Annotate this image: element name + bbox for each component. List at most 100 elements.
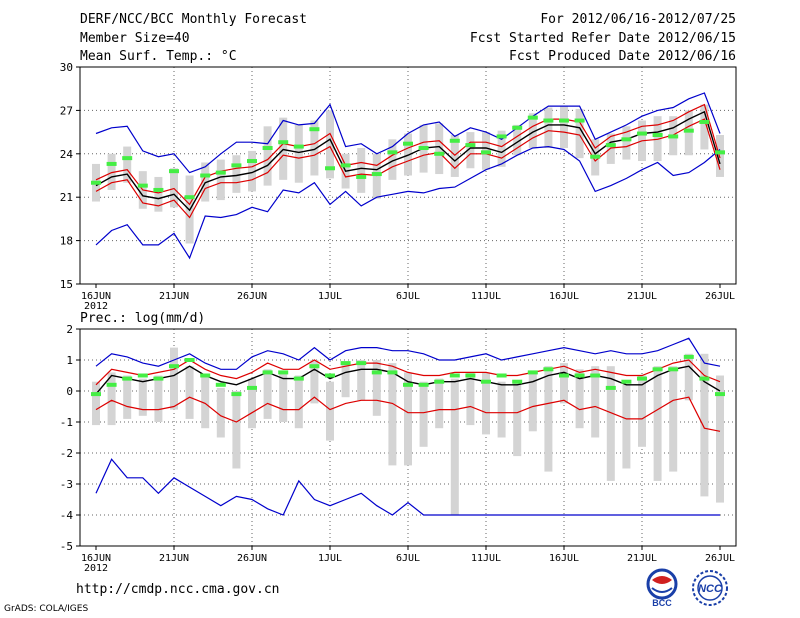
prec-ensemble-box xyxy=(544,366,553,472)
temp-xtick-label: 26JUN xyxy=(237,291,267,302)
prec-observed-mark xyxy=(91,392,101,397)
temp-observed-mark xyxy=(683,128,694,133)
temp-observed-mark xyxy=(527,115,538,120)
prec-observed-mark xyxy=(543,367,554,372)
temp-observed-mark xyxy=(184,195,195,200)
prec-xtick-label: 11JUL xyxy=(471,553,501,564)
prec-xtick-label: 1JUL xyxy=(318,553,342,564)
prec-xtick-label: 26JUN xyxy=(237,553,267,564)
prec-observed-mark xyxy=(715,392,725,397)
temp-ytick-label: 21 xyxy=(60,191,73,204)
prec-observed-mark xyxy=(434,379,445,384)
prec-ensemble-box xyxy=(716,375,724,503)
prec-mean-line xyxy=(95,365,721,395)
prec-observed-mark xyxy=(106,382,117,387)
temp-observed-mark xyxy=(512,125,523,130)
prec-ytick-label: 2 xyxy=(66,323,73,336)
temp-ensemble-box xyxy=(279,117,288,180)
temp-observed-mark xyxy=(668,134,679,139)
prec-observed-mark xyxy=(559,373,569,378)
temp-observed-mark xyxy=(403,141,413,146)
prec-min-line xyxy=(95,458,720,516)
prec-ensemble-box xyxy=(138,378,147,416)
prec-observed-mark xyxy=(449,373,460,378)
temp-observed-mark xyxy=(215,170,226,175)
temp-xtick-label: 26JUL xyxy=(705,291,735,302)
temp-observed-mark xyxy=(481,150,491,155)
prec-ensemble-box xyxy=(653,366,662,481)
prec-observed-mark xyxy=(418,382,429,387)
prec-ensemble-box xyxy=(622,384,631,469)
temp-xtick-label: 21JUL xyxy=(627,291,657,302)
variable-label: Mean Surf. Temp.: °C xyxy=(80,49,237,64)
temp-observed-mark xyxy=(590,154,601,159)
temp-observed-mark xyxy=(418,146,429,151)
temp-ensemble-box xyxy=(435,123,444,175)
temp-observed-mark xyxy=(325,166,335,171)
prec-ytick-label: -3 xyxy=(60,478,73,491)
prec-observed-mark xyxy=(590,373,601,378)
temp-ensemble-box xyxy=(560,106,568,149)
prec-ensemble-box xyxy=(263,369,272,419)
prec-frame xyxy=(79,328,737,547)
prec-ensemble-box xyxy=(606,366,615,481)
prec-ensemble-box xyxy=(201,375,210,429)
prec-ensemble-box xyxy=(482,372,490,435)
temp-ensemble-box xyxy=(466,132,475,169)
prec-ensemble-box xyxy=(404,372,412,466)
svg-text:BCC: BCC xyxy=(652,598,672,608)
temp-observed-mark xyxy=(293,144,304,149)
svg-text:NCC: NCC xyxy=(698,583,723,595)
prec-observed-mark xyxy=(293,376,304,381)
member-size: Member Size=40 xyxy=(80,31,190,46)
prec-observed-mark xyxy=(356,361,367,366)
prec-observed-mark xyxy=(652,367,663,372)
temp-xtick-label: 1JUL xyxy=(318,291,342,302)
temp-observed-mark xyxy=(309,127,320,132)
temp-ensemble-box xyxy=(326,110,334,179)
temp-xtick-label: 16JUN xyxy=(81,291,111,302)
prec-ensemble-box xyxy=(310,360,319,404)
temp-ensemble-box xyxy=(357,148,366,193)
prec-ensemble-box xyxy=(341,363,350,398)
prec-observed-mark xyxy=(496,373,507,378)
prec-ytick-label: -1 xyxy=(60,416,73,429)
prec-ensemble-box xyxy=(326,381,334,441)
prec-observed-mark xyxy=(184,358,195,362)
prec-xtick-label: 16JUL xyxy=(549,553,579,564)
ncc-logo: NCC xyxy=(692,570,728,606)
source-url[interactable]: http://cmdp.ncc.cma.gov.cn xyxy=(76,582,280,597)
temp-observed-mark xyxy=(340,163,351,168)
temp-year-label: 2012 xyxy=(84,301,108,312)
prec-ensemble-box xyxy=(669,366,678,472)
temp-min-line xyxy=(95,145,721,260)
temp-observed-mark xyxy=(106,161,117,166)
temp-xtick-label: 6JUL xyxy=(396,291,420,302)
prec-ytick-label: -2 xyxy=(60,447,73,460)
temp-ytick-label: 27 xyxy=(60,104,73,117)
prec-ensemble-box xyxy=(591,366,600,438)
temp-xtick-label: 21JUN xyxy=(159,291,189,302)
prec-observed-mark xyxy=(153,376,164,381)
prec-ensemble-box xyxy=(154,375,163,422)
temp-observed-mark xyxy=(247,159,257,164)
start-date: Fcst Started Refer Date 2012/06/15 xyxy=(469,31,736,46)
temp-ensemble-box xyxy=(154,176,163,212)
prec-upper-line xyxy=(95,359,721,386)
prec-ensemble-box xyxy=(450,378,459,515)
prec-ytick-label: 1 xyxy=(66,354,73,367)
prec-observed-mark xyxy=(137,373,148,378)
prec-observed-mark xyxy=(683,354,694,359)
temp-ensemble-box xyxy=(263,126,272,186)
temp-ytick-label: 18 xyxy=(60,235,73,248)
temp-observed-mark xyxy=(169,169,179,174)
temp-ensemble-box xyxy=(294,124,303,183)
prec-ensemble-box xyxy=(435,378,444,429)
temp-ensemble-box xyxy=(528,113,537,149)
prec-observed-mark xyxy=(527,370,538,375)
prec-observed-mark xyxy=(512,379,523,384)
temp-observed-mark xyxy=(621,137,632,142)
temp-observed-mark xyxy=(699,119,710,124)
prec-observed-mark xyxy=(621,379,632,384)
